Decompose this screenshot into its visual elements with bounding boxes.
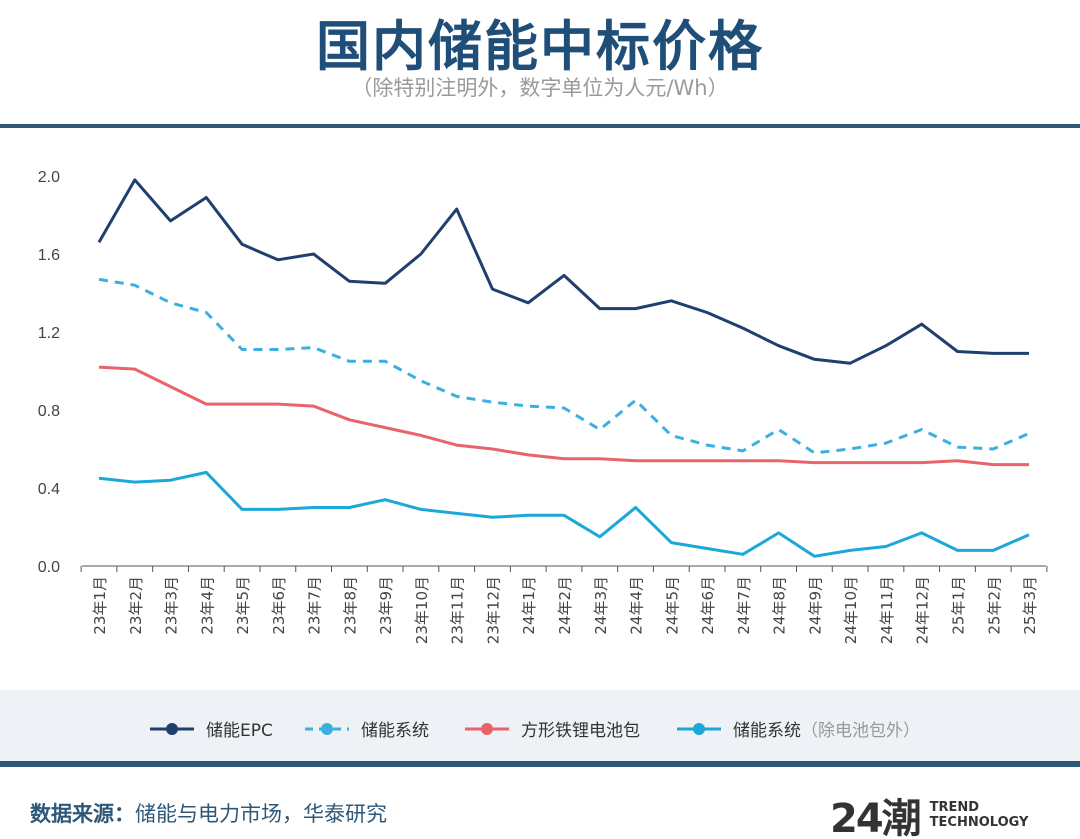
x-tick-label: 25年3月 — [1021, 576, 1039, 635]
x-tick-label: 25年2月 — [985, 576, 1003, 635]
x-tick-label: 23年1月 — [91, 576, 109, 635]
legend-swatch — [465, 722, 509, 735]
x-tick-label: 23年6月 — [270, 576, 288, 635]
x-tick-label: 24年4月 — [628, 576, 646, 635]
chart-subtitle: （除特别注明外，数字单位为人元/Wh） — [351, 76, 729, 100]
x-tick-label: 23年11月 — [449, 576, 467, 644]
x-tick-label: 23年8月 — [341, 576, 359, 635]
legend-swatch — [305, 722, 349, 735]
legend-item-system: 储能系统 — [305, 716, 429, 741]
x-tick-label: 24年1月 — [520, 576, 538, 635]
source-label: 数据来源： — [30, 802, 135, 826]
x-tick-label: 24年12月 — [914, 576, 932, 644]
x-tick-label: 24年9月 — [806, 576, 824, 635]
legend-note: （除电池包外） — [801, 721, 920, 741]
x-tick-label: 25年1月 — [949, 576, 967, 635]
x-tick-label: 24年2月 — [556, 576, 574, 635]
legend-label: 储能系统 — [733, 721, 801, 741]
legend: 储能EPC 储能系统 方形铁锂电池包 储能系统 （除电池包外） — [0, 690, 1080, 762]
x-tick-label: 23年9月 — [377, 576, 395, 635]
source-note: 数据来源：储能与电力市场，华泰研究 — [30, 798, 387, 828]
legend-item-system-ex-battery: 储能系统 （除电池包外） — [677, 716, 920, 741]
divider — [0, 124, 1080, 128]
y-tick-label: 0.8 — [38, 403, 60, 420]
legend-item-battery-pack: 方形铁锂电池包 — [465, 716, 640, 741]
logo-text: TREND — [929, 800, 980, 815]
series-line-3 — [98, 470, 1030, 558]
x-tick-label: 23年4月 — [198, 576, 216, 635]
x-tick-label: 23年7月 — [306, 576, 324, 635]
legend-item-epc: 储能EPC — [150, 716, 273, 741]
x-tick-label: 24年10月 — [842, 576, 860, 644]
source-text: 储能与电力市场，华泰研究 — [135, 802, 387, 826]
series-line-0 — [97, 178, 1029, 365]
chart-title: 国内储能中标价格 — [316, 15, 764, 78]
line-chart: 0.0 0.4 0.8 1.2 1.6 2.0 23年1月 23年2月 23年3月 23年4月 23… — [38, 169, 1048, 644]
y-tick-label: 1.6 — [38, 247, 60, 264]
series-line-2 — [98, 365, 1029, 467]
legend-label: 储能EPC — [206, 721, 273, 741]
x-tick-label: 24年8月 — [771, 576, 789, 635]
x-tick-label: 23年3月 — [163, 576, 181, 635]
series-line-1 — [98, 277, 1030, 455]
x-tick-label: 24年5月 — [663, 576, 681, 635]
y-tick-label: 0.0 — [38, 559, 60, 576]
legend-swatch — [677, 722, 721, 735]
logo-text: TECHNOLOGY — [929, 815, 1029, 830]
x-tick-label: 24年3月 — [592, 576, 610, 635]
legend-label: 储能系统 — [361, 721, 429, 741]
x-tick-label: 24年7月 — [735, 576, 753, 635]
x-tick-label: 24年11月 — [878, 576, 896, 644]
x-tick-label: 24年6月 — [699, 576, 717, 635]
legend-label: 方形铁锂电池包 — [521, 721, 640, 741]
y-tick-label: 0.4 — [38, 481, 60, 498]
legend-swatch — [150, 722, 194, 735]
x-tick-label: 23年10月 — [413, 576, 431, 644]
logo-mark: 24潮 — [830, 796, 922, 839]
y-tick-label: 1.2 — [38, 325, 60, 342]
x-tick-label: 23年5月 — [234, 576, 252, 635]
y-tick-label: 2.0 — [38, 169, 60, 186]
logo: 24潮 TREND TECHNOLOGY — [830, 786, 1028, 839]
x-tick-label: 23年12月 — [484, 576, 502, 644]
x-tick-label: 23年2月 — [127, 576, 145, 635]
divider — [0, 761, 1080, 767]
